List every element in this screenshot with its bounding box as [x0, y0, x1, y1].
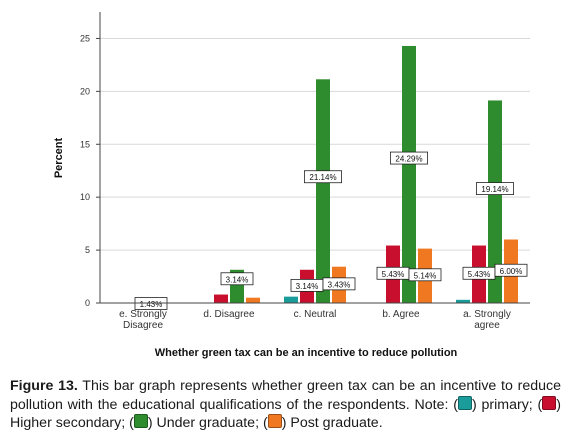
x-tick-label: d. Disagree — [203, 309, 255, 320]
data-label-box — [389, 151, 428, 165]
bar — [284, 296, 298, 303]
bars — [214, 45, 518, 304]
data-label: 19.14% — [475, 182, 514, 195]
data-label: 3.43% — [322, 277, 356, 291]
caption-text-5: ) Post graduate. — [281, 415, 383, 431]
data-label: 5.43% — [462, 266, 496, 280]
caption-text-3: ) Higher secondary; ( — [10, 396, 562, 432]
data-label-text: 21.14% — [309, 173, 336, 182]
data-label: 1.43% — [134, 297, 168, 310]
y-tick-label: 5 — [85, 245, 90, 255]
figure-caption: Figure 13. This bar graph represents whe… — [10, 378, 561, 433]
caption-text-4: ) Under graduate; ( — [147, 415, 268, 431]
y-tick-label: 25 — [80, 33, 90, 43]
data-label-box — [303, 170, 342, 184]
post-graduate-swatch-icon — [267, 414, 282, 428]
data-label-text: 1.43% — [140, 300, 163, 309]
caption-text-1: This bar graph represents whether green … — [10, 378, 561, 413]
bar-chart: 1.43% 3.14% 3.14% 21.14% 3.43% 5.43% 24.29% 5.1… — [53, 12, 530, 359]
data-label-text: 5.43% — [468, 270, 491, 279]
x-tick-label: agree — [474, 320, 500, 331]
bar — [316, 79, 330, 304]
x-tick-label: c. Neutral — [294, 309, 337, 320]
x-tick-label: Disagree — [123, 320, 163, 331]
data-label-box — [494, 263, 528, 277]
bar — [214, 294, 228, 303]
data-label: 6.00% — [494, 263, 528, 277]
data-label-text: 3.14% — [296, 282, 319, 291]
x-tick-label: b. Agree — [382, 309, 420, 320]
x-tick-label: a. Strongly — [463, 309, 511, 320]
grid-lines — [100, 37, 530, 251]
bar — [456, 299, 470, 303]
data-label-box — [220, 272, 254, 286]
data-label-text: 24.29% — [395, 155, 422, 164]
data-label: 3.14% — [290, 278, 324, 292]
data-label-box — [475, 182, 514, 195]
data-label-text: 19.14% — [481, 185, 508, 194]
under-graduate-swatch-icon — [133, 414, 148, 428]
y-tick-label: 0 — [85, 298, 90, 308]
x-axis-label: Whether green tax can be an incentive to… — [155, 347, 458, 359]
data-label: 21.14% — [303, 170, 342, 184]
y-tick-label: 15 — [80, 139, 90, 149]
data-label: 5.43% — [376, 266, 410, 280]
y-axis-label: Percent — [53, 137, 65, 178]
data-label-text: 5.43% — [382, 270, 405, 279]
data-label-box — [408, 268, 442, 282]
bar — [488, 100, 502, 304]
y-tick-label: 10 — [80, 192, 90, 202]
higher-secondary-swatch-icon — [542, 395, 557, 410]
bar — [246, 297, 260, 303]
caption-text-2: ) primary; ( — [471, 396, 543, 413]
bar — [402, 45, 416, 303]
y-tick-label: 20 — [80, 86, 90, 96]
data-label: 3.14% — [220, 272, 254, 286]
x-tick-label: e. Strongly — [119, 309, 167, 320]
primary-swatch-icon — [457, 395, 472, 410]
figure-label: Figure 13. — [10, 378, 78, 394]
data-label: 24.29% — [389, 151, 428, 165]
data-label-box — [322, 277, 356, 291]
data-labels: 1.43% 3.14% 3.14% 21.14% 3.43% 5.43% 24.29% 5.1… — [134, 151, 528, 310]
data-label-text: 3.43% — [328, 280, 351, 289]
data-label-text: 3.14% — [226, 275, 249, 284]
data-label-box — [134, 297, 168, 310]
data-label-text: 6.00% — [500, 267, 523, 276]
data-label-text: 5.14% — [414, 271, 437, 280]
data-label: 5.14% — [408, 268, 442, 282]
